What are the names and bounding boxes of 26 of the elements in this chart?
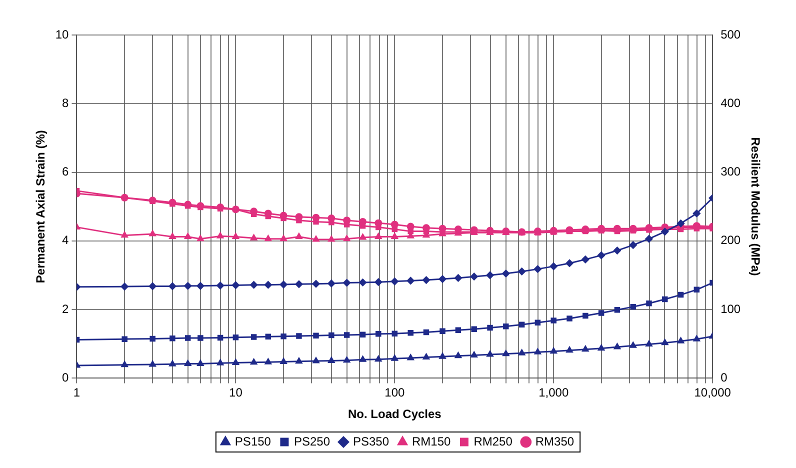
x-tick-label: 1,000	[538, 386, 569, 400]
legend-label: PS150	[234, 434, 272, 448]
y2-tick-label: 100	[720, 302, 741, 316]
y-tick-label: 4	[62, 233, 70, 248]
y-axis-title: Permanent Axial Strain (%)	[34, 130, 48, 284]
legend-label: RM150	[412, 434, 452, 448]
y2-tick-label: 200	[720, 233, 741, 248]
x-axis-title: No. Load Cycles	[348, 407, 442, 422]
x-tick-label: 10	[229, 386, 243, 400]
x-tick-label: 1	[73, 386, 80, 400]
y2-axis-title: Resilient Modulus (MPa)	[748, 137, 762, 276]
legend-label: PS350	[352, 434, 390, 448]
y2-tick-label: 400	[720, 96, 741, 110]
x-tick-label: 100	[384, 386, 405, 400]
legend-label: RM250	[474, 434, 513, 448]
legend-label: RM350	[535, 434, 574, 448]
y-tick-label: 10	[55, 27, 70, 42]
y-tick-label: 8	[62, 96, 70, 110]
y2-tick-label: 300	[720, 164, 741, 179]
legend-label: PS250	[294, 434, 330, 448]
y-tick-label: 0	[62, 370, 70, 385]
y2-tick-label: 500	[720, 27, 741, 42]
x-tick-label: 10,000	[694, 386, 732, 400]
y2-tick-label: 0	[720, 370, 728, 385]
y-tick-label: 2	[62, 302, 70, 316]
y-tick-label: 6	[62, 164, 70, 179]
